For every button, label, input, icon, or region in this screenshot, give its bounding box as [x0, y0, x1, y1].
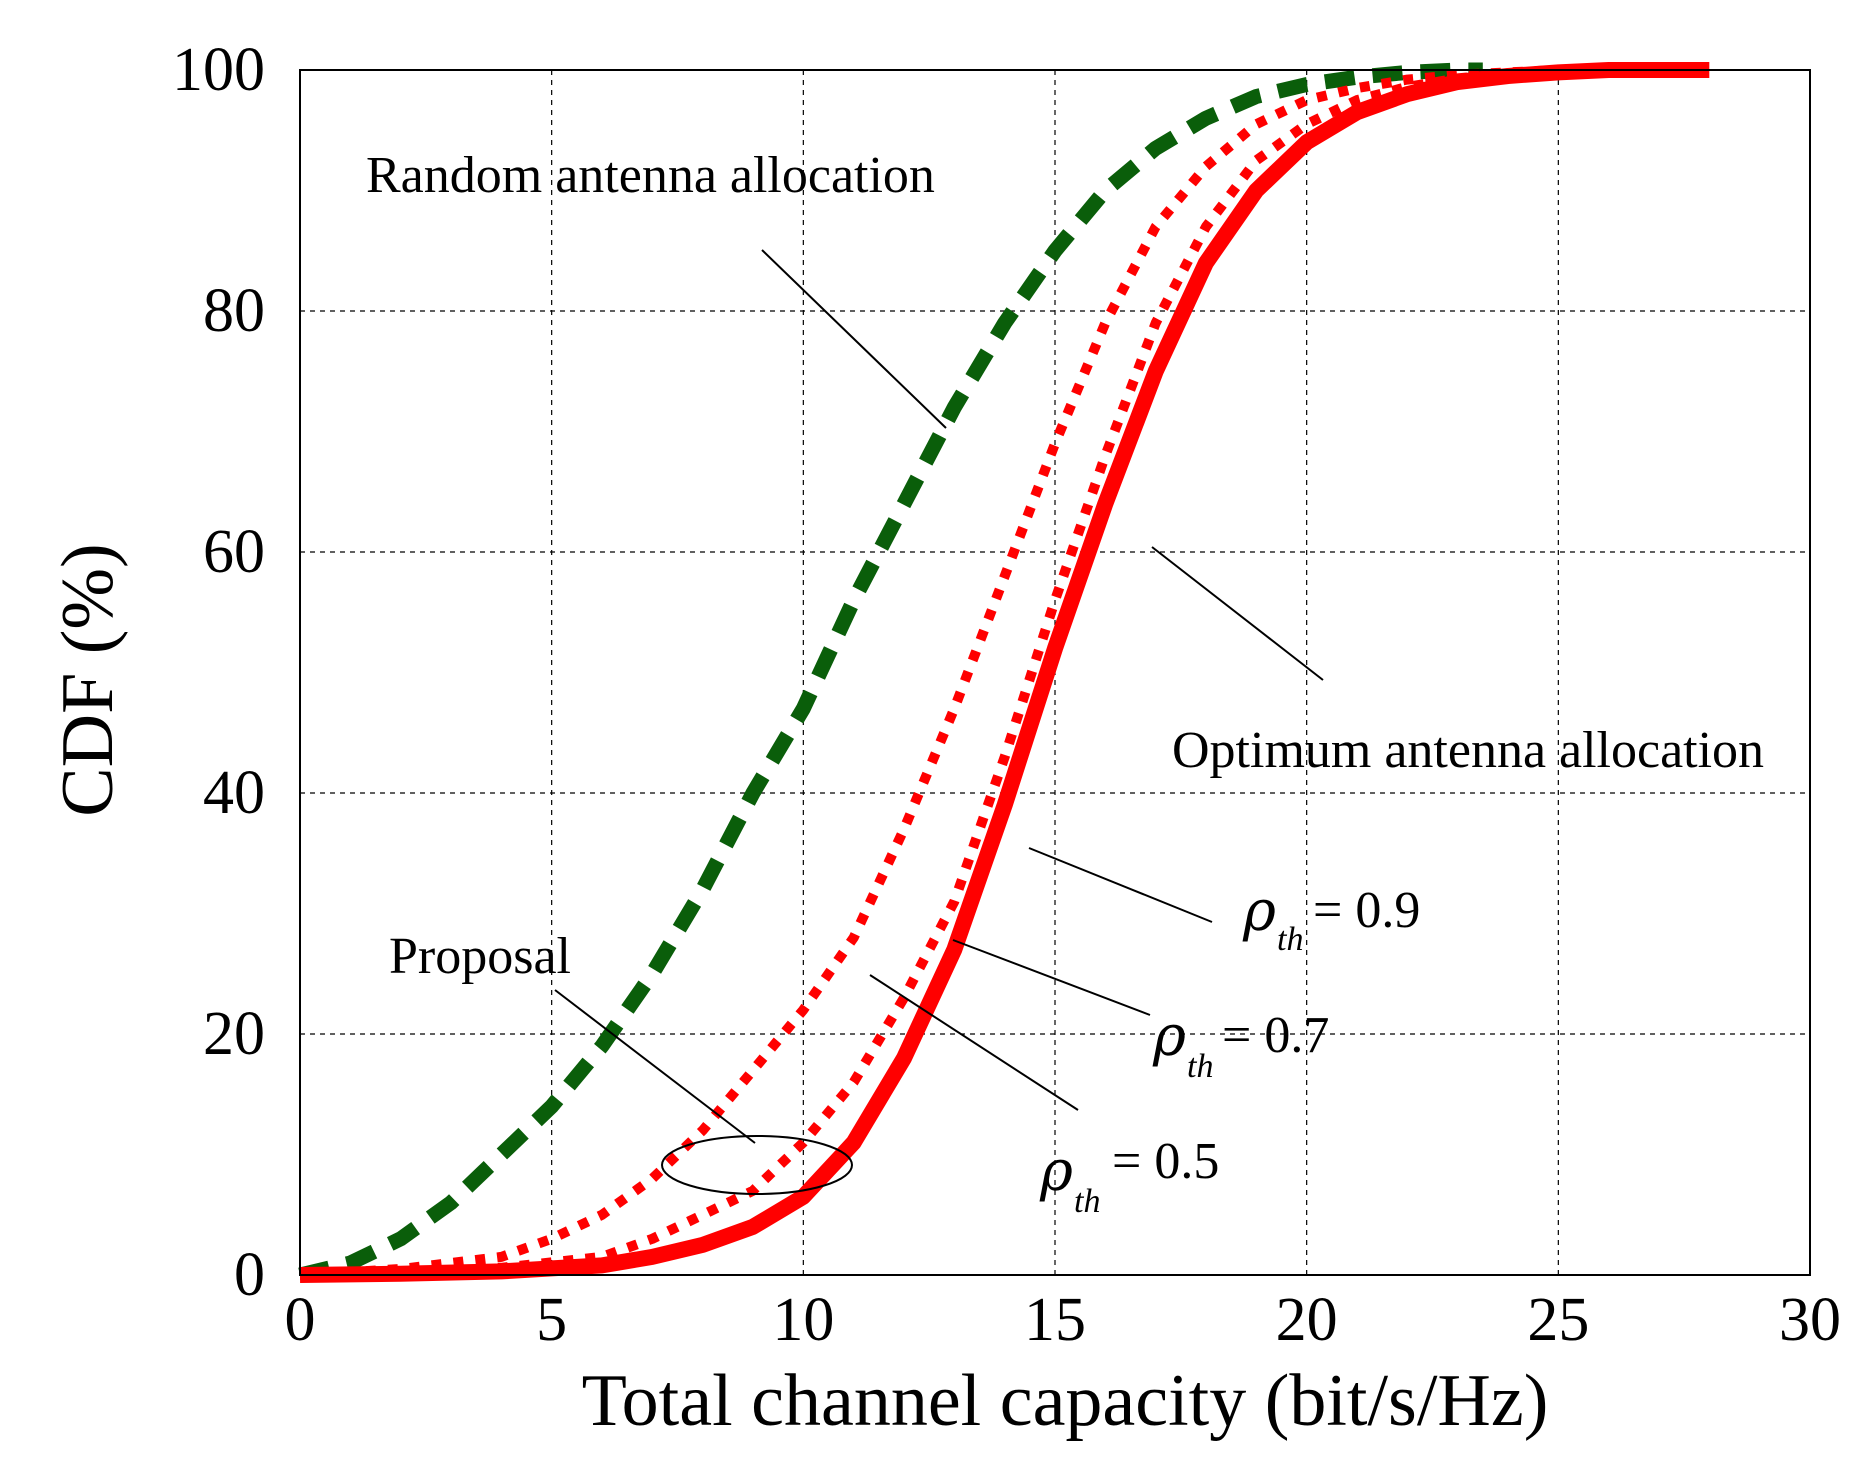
x-tick-label: 10 [772, 1286, 834, 1354]
svg-text:= 0.7: = 0.7 [1222, 1007, 1329, 1064]
y-tick-label: 40 [203, 759, 265, 827]
svg-text:= 0.5: = 0.5 [1112, 1133, 1219, 1190]
x-axis-title: Total channel capacity (bit/s/Hz) [582, 1360, 1549, 1442]
leader-rho09 [1028, 847, 1213, 923]
leader-proposal [554, 989, 756, 1144]
series-line-rho-0-9 [299, 62, 1710, 1283]
x-tick-labels: 0 5 10 15 20 25 30 [285, 1286, 1842, 1354]
svg-text:th: th [1074, 1183, 1100, 1220]
y-tick-label: 20 [203, 1000, 265, 1068]
svg-text:= 0.9: = 0.9 [1313, 882, 1420, 939]
cdf-curves [298, 62, 1710, 1283]
y-tick-label: 100 [172, 36, 265, 104]
annotation-rho-05: ρ th = 0.5 [1039, 1133, 1219, 1220]
series-line-rho-0-5 [299, 65, 1609, 1280]
grid-lines [300, 70, 1810, 1275]
annotation-rho-09: ρ th = 0.9 [1242, 879, 1420, 958]
series-line-rho-0-7 [299, 65, 1609, 1280]
series-line-random [298, 62, 1483, 1283]
y-tick-label: 0 [234, 1241, 265, 1309]
leader-rho05 [869, 974, 1079, 1111]
y-tick-label: 80 [203, 277, 265, 345]
x-tick-label: 30 [1779, 1286, 1841, 1354]
y-tick-label: 60 [203, 518, 265, 586]
svg-text:ρ: ρ [1242, 879, 1276, 944]
leader-rho07 [952, 939, 1151, 1016]
leader-random [761, 249, 947, 429]
x-tick-label: 5 [536, 1286, 567, 1354]
svg-text:th: th [1187, 1048, 1213, 1085]
x-tick-label: 20 [1276, 1286, 1338, 1354]
x-tick-label: 0 [285, 1286, 316, 1354]
leader-optimum [1151, 546, 1324, 681]
annotation-proposal: Proposal [389, 928, 571, 985]
svg-text:th: th [1277, 921, 1303, 958]
annotation-rho-07: ρ th = 0.7 [1152, 1004, 1329, 1085]
annotation-leaders [554, 249, 1324, 1195]
x-tick-label: 25 [1527, 1286, 1589, 1354]
x-tick-label: 15 [1024, 1286, 1086, 1354]
y-tick-labels: 0 20 40 60 80 100 [172, 36, 265, 1309]
plot-frame [299, 69, 1811, 1276]
y-axis-title: CDF (%) [47, 543, 129, 816]
proposal-ellipse [661, 1135, 853, 1195]
annotation-optimum: Optimum antenna allocation [1172, 722, 1764, 779]
annotation-random: Random antenna allocation [366, 147, 935, 204]
svg-text:ρ: ρ [1039, 1139, 1073, 1204]
svg-text:ρ: ρ [1152, 1004, 1186, 1069]
